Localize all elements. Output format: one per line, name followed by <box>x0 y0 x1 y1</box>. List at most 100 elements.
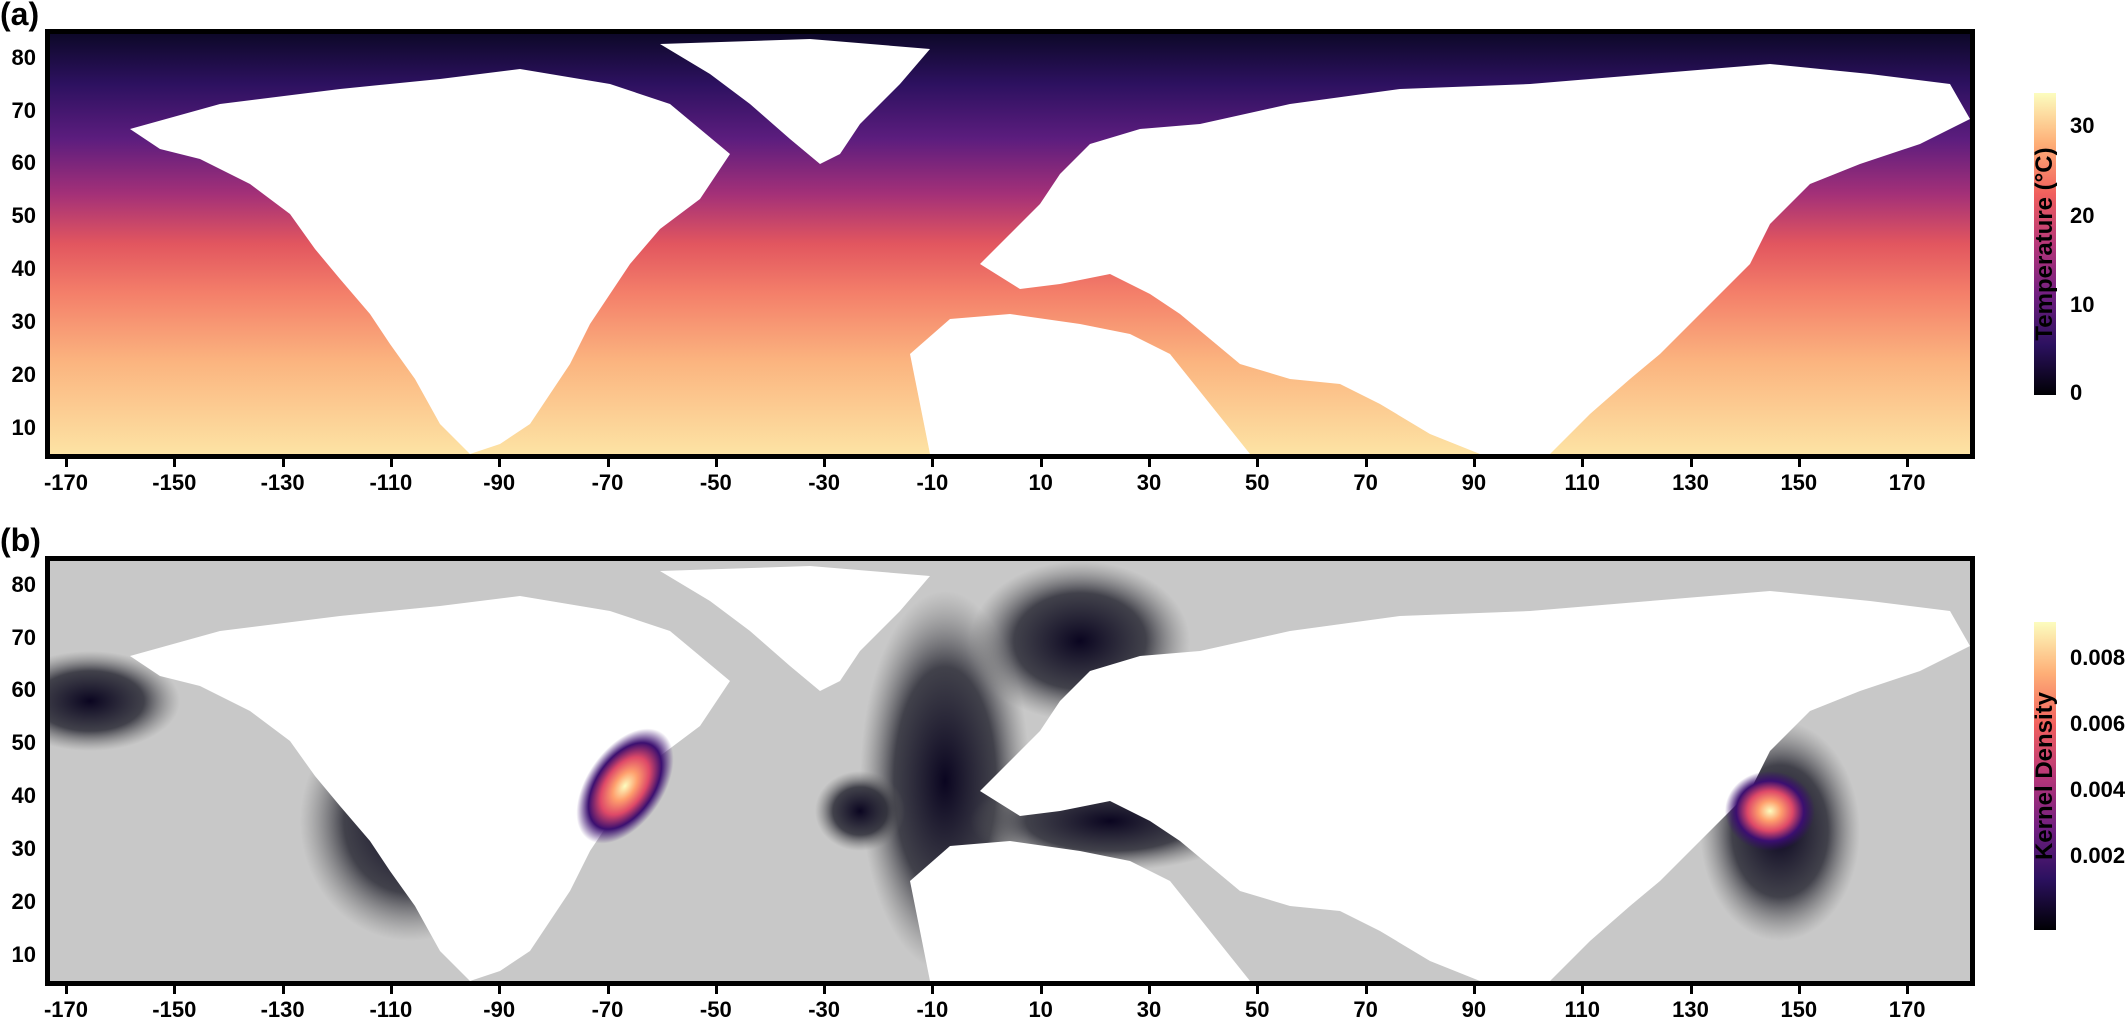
x-tick-label-b-5: -70 <box>591 997 624 1022</box>
north-america-landmass <box>130 69 730 454</box>
colorbar-tick-a-10: 10 <box>2070 292 2095 317</box>
x-tick-label-a-17: 170 <box>1888 470 1926 495</box>
x-tickmark-a-9 <box>1039 458 1043 467</box>
x-tick-label-a-15: 130 <box>1672 470 1709 495</box>
x-tick-label-a-12: 70 <box>1353 470 1378 495</box>
x-tick-label-a-4: -90 <box>483 470 516 495</box>
y-tick-50-b: 50 <box>11 730 36 755</box>
x-tick-label-b-17: 170 <box>1888 997 1926 1022</box>
x-tickmark-b-0 <box>65 985 68 994</box>
y-tick-70-a: 70 <box>11 98 36 123</box>
x-tickmark-b-17 <box>1906 985 1910 994</box>
x-tickmark-a-1 <box>173 458 177 467</box>
x-tick-label-a-0: -170 <box>43 470 89 495</box>
y-tick-20-a: 20 <box>11 362 36 387</box>
y-tick-20-b: 20 <box>11 889 36 914</box>
x-tickmark-a-15 <box>1689 458 1693 467</box>
y-tick-50-a: 50 <box>11 203 36 228</box>
x-tickmark-b-8 <box>931 985 935 994</box>
colorbar-title-kernel-density: Kernel Density <box>2031 691 2058 861</box>
hotspot-japan <box>1725 771 1815 851</box>
x-tickmark-a-8 <box>931 458 935 467</box>
y-tick-40-a: 40 <box>11 256 36 281</box>
colorbar-tick-a-0: 0 <box>2070 380 2083 405</box>
x-tickmark-b-1 <box>173 985 177 994</box>
colorbar-tick-a-20: 20 <box>2070 203 2095 228</box>
y-tick-70-b: 70 <box>11 625 36 650</box>
x-tick-label-a-10: 30 <box>1136 470 1162 495</box>
kernel-density-map <box>45 556 1975 986</box>
panel-label-b: (b) <box>0 522 41 558</box>
colorbar-tick-b-0002: 0.002 <box>2070 843 2126 868</box>
density-azores <box>815 771 905 851</box>
x-tickmark-a-13 <box>1472 458 1476 467</box>
panel-label-a: (a) <box>0 0 40 32</box>
x-tickmark-b-9 <box>1039 985 1043 994</box>
x-tick-label-a-14: 110 <box>1564 470 1600 495</box>
x-tickmark-a-3 <box>389 458 393 467</box>
y-tick-60-b: 60 <box>11 677 36 702</box>
colorbar-title-temperature: Temperature (°C) <box>2031 147 2058 341</box>
y-tick-40-b: 40 <box>11 783 36 808</box>
x-tickmark-b-7 <box>823 985 827 994</box>
x-tick-label-b-6: -50 <box>699 997 732 1022</box>
x-tickmark-a-14 <box>1581 458 1585 467</box>
x-tick-label-b-16: 150 <box>1780 997 1818 1022</box>
x-tick-label-b-1: -150 <box>152 997 197 1022</box>
x-tick-label-b-15: 130 <box>1672 997 1709 1022</box>
x-tickmark-a-10 <box>1148 458 1151 467</box>
x-tickmark-b-15 <box>1689 985 1693 994</box>
y-tick-10-a: 10 <box>11 415 36 440</box>
north-america-landmass-b <box>130 596 730 981</box>
colorbar-tick-a-30: 30 <box>2070 113 2095 138</box>
greenland-landmass <box>660 39 930 164</box>
africa-landmass-b <box>910 841 1250 981</box>
x-tick-label-b-10: 30 <box>1136 997 1162 1022</box>
greenland-landmass-b <box>660 566 930 691</box>
colorbar-tick-b-0008: 0.008 <box>2070 645 2126 670</box>
x-tick-label-a-5: -70 <box>591 470 624 495</box>
y-tick-30-b: 30 <box>11 836 36 861</box>
x-tick-label-b-8: -10 <box>916 997 949 1022</box>
x-tickmark-b-2 <box>281 985 285 994</box>
x-tickmark-a-4 <box>498 458 502 467</box>
eurasia-landmass-b <box>980 591 1970 981</box>
x-tick-label-a-16: 150 <box>1780 470 1818 495</box>
x-tick-label-a-3: -110 <box>369 470 413 495</box>
x-tick-label-b-2: -130 <box>260 997 305 1022</box>
x-tickmark-a-0 <box>65 458 68 467</box>
x-tick-label-b-3: -110 <box>369 997 413 1022</box>
x-tick-label-b-0: -170 <box>43 997 89 1022</box>
colorbar-kernel-density <box>2034 622 2056 930</box>
colorbar-tick-b-0006: 0.006 <box>2070 711 2126 736</box>
x-tick-label-b-4: -90 <box>483 997 516 1022</box>
x-tickmark-a-5 <box>606 458 610 467</box>
x-tickmark-b-5 <box>606 985 610 994</box>
density-alaska <box>50 651 180 751</box>
y-tick-80-a: 80 <box>11 45 36 70</box>
x-tick-label-a-7: -30 <box>808 470 840 495</box>
hotspot-us-east-coast <box>576 728 674 844</box>
x-tickmark-a-17 <box>1906 458 1910 467</box>
x-tick-label-b-12: 70 <box>1353 997 1378 1022</box>
y-tick-30-a: 30 <box>11 309 36 334</box>
x-tickmark-a-7 <box>823 458 827 467</box>
x-tickmark-b-11 <box>1256 985 1260 994</box>
x-tickmark-b-16 <box>1797 985 1801 994</box>
x-tick-label-a-9: 10 <box>1028 470 1053 495</box>
colorbar-tick-b-0004: 0.004 <box>2070 777 2126 802</box>
x-tickmark-a-16 <box>1797 458 1801 467</box>
x-tickmark-b-14 <box>1581 985 1585 994</box>
y-tick-10-b: 10 <box>11 942 36 967</box>
x-tickmark-a-11 <box>1256 458 1260 467</box>
africa-landmass <box>910 314 1250 454</box>
x-tick-label-a-2: -130 <box>260 470 305 495</box>
x-tickmark-a-12 <box>1364 458 1368 467</box>
x-tickmark-b-10 <box>1148 985 1151 994</box>
x-tick-label-a-1: -150 <box>152 470 197 495</box>
x-tickmark-b-6 <box>714 985 718 994</box>
x-tick-label-a-11: 50 <box>1245 470 1270 495</box>
x-tickmark-b-4 <box>498 985 502 994</box>
x-tickmark-b-13 <box>1472 985 1476 994</box>
x-tick-label-b-13: 90 <box>1461 997 1487 1022</box>
